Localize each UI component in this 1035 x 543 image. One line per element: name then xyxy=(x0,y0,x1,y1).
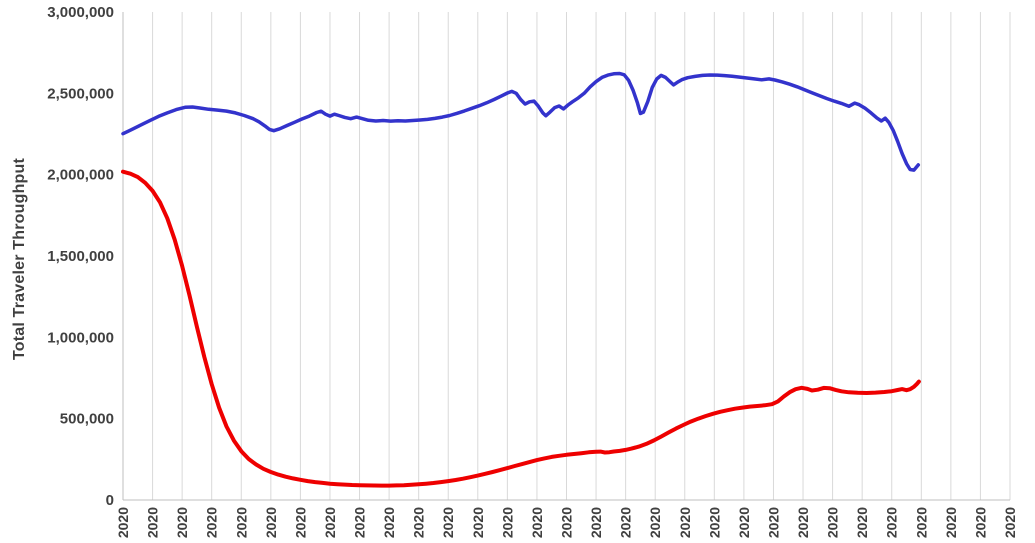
y-tick-label: 2,500,000 xyxy=(47,85,114,102)
x-tick-label: 2020 xyxy=(322,507,338,538)
y-tick-label: 500,000 xyxy=(60,411,114,428)
blue-series-line xyxy=(121,71,921,172)
y-tick-label: 1,000,000 xyxy=(47,329,114,346)
x-tick-label: 2020 xyxy=(677,507,693,538)
y-tick-label: 1,500,000 xyxy=(47,248,114,265)
x-tick-label: 2020 xyxy=(588,507,604,538)
x-tick-label: 2020 xyxy=(381,507,397,538)
x-tick-label: 2020 xyxy=(972,507,988,538)
x-tick-label: 2020 xyxy=(292,507,308,538)
x-tick-label: 2020 xyxy=(145,507,161,538)
x-tick-label: 2020 xyxy=(943,507,959,538)
x-tick-label: 2020 xyxy=(825,507,841,538)
x-tick-label: 2020 xyxy=(499,507,515,538)
x-tick-label: 2020 xyxy=(115,507,131,538)
x-tick-label: 2020 xyxy=(706,507,722,538)
y-tick-label: 0 xyxy=(106,492,114,509)
x-tick-label: 2020 xyxy=(618,507,634,538)
x-tick-label: 2020 xyxy=(174,507,190,538)
x-tick-label: 2020 xyxy=(913,507,929,538)
y-tick-label: 2,000,000 xyxy=(47,167,114,184)
x-tick-label: 2020 xyxy=(884,507,900,538)
x-tick-label: 2020 xyxy=(440,507,456,538)
x-tick-label: 2020 xyxy=(736,507,752,538)
x-tick-label: 2020 xyxy=(204,507,220,538)
x-tick-label: 2020 xyxy=(647,507,663,538)
y-tick-label: 3,000,000 xyxy=(47,4,114,21)
x-tick-label: 2020 xyxy=(854,507,870,538)
x-tick-label: 2020 xyxy=(529,507,545,538)
y-axis-title: Total Traveler Throughput xyxy=(11,157,28,361)
x-tick-label: 2020 xyxy=(765,507,781,538)
x-tick-label: 2020 xyxy=(559,507,575,538)
red-series-line xyxy=(121,169,921,488)
x-tick-label: 2020 xyxy=(233,507,249,538)
x-tick-label: 2020 xyxy=(263,507,279,538)
x-tick-label: 2020 xyxy=(411,507,427,538)
x-tick-label: 2020 xyxy=(795,507,811,538)
x-tick-label: 2020 xyxy=(470,507,486,538)
x-tick-label: 2020 xyxy=(1002,507,1018,538)
x-tick-label: 2020 xyxy=(352,507,368,538)
